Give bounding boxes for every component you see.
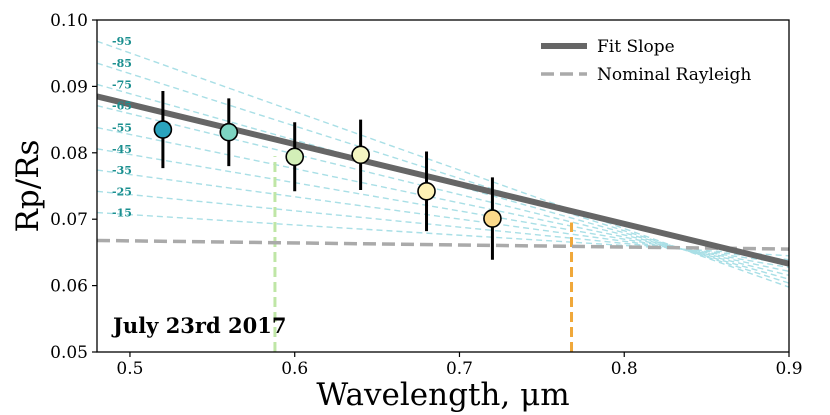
axis-layer: 0.5 0.6 0.7 0.8 0.9 0.05 0.06 0.07 0.08 0.09 0.10 W… — [10, 11, 803, 413]
x-tick-label: 0.6 — [281, 359, 308, 379]
slope-label: -85 — [112, 57, 132, 70]
legend: Fit Slope Nominal Rayleigh — [541, 37, 751, 85]
data-point — [285, 147, 305, 167]
slope-label: -25 — [112, 185, 132, 198]
slope-label: -65 — [112, 100, 132, 113]
data-point — [417, 182, 436, 201]
slope-label: -95 — [112, 35, 132, 48]
slope-line — [97, 126, 789, 273]
plot-area: -95 -85 -75 -65 -55 -45 -35 -25 -15 — [97, 35, 789, 352]
slope-line — [97, 211, 789, 257]
legend-nominal-rayleigh-label: Nominal Rayleigh — [597, 65, 751, 85]
data-point — [219, 122, 239, 142]
data-point — [351, 145, 370, 165]
y-tick-label: 0.10 — [50, 11, 88, 31]
date-annotation: July 23rd 2017 — [111, 313, 286, 338]
y-tick-label: 0.05 — [50, 343, 88, 363]
slope-line — [97, 190, 789, 261]
slope-label: -15 — [112, 207, 132, 220]
fit-slope-line — [97, 93, 789, 267]
data-point — [153, 120, 173, 139]
x-tick-label: 0.7 — [446, 359, 473, 379]
legend-fit-slope-label: Fit Slope — [597, 37, 675, 57]
x-tick-label: 0.8 — [611, 359, 638, 379]
y-tick-label: 0.09 — [50, 77, 88, 97]
slope-label: -55 — [112, 122, 132, 135]
x-tick-label: 0.9 — [775, 359, 802, 379]
slope-label: -35 — [112, 164, 132, 177]
y-tick-label: 0.06 — [50, 277, 88, 297]
y-tick-label: 0.07 — [50, 210, 88, 230]
y-tick-label: 0.08 — [50, 144, 88, 164]
x-tick-label: 0.5 — [116, 359, 143, 379]
nominal-rayleigh-line — [97, 238, 789, 251]
x-axis-label: Wavelength, μm — [316, 377, 569, 413]
plot-layer: -95 -85 -75 -65 -55 -45 -35 -25 -15 — [97, 35, 789, 352]
y-axis-label: Rp/Rs — [10, 140, 46, 233]
slope-label: -75 — [112, 78, 132, 91]
plot-frame — [96, 19, 790, 353]
slope-label: -45 — [112, 143, 132, 156]
data-point — [483, 209, 502, 228]
